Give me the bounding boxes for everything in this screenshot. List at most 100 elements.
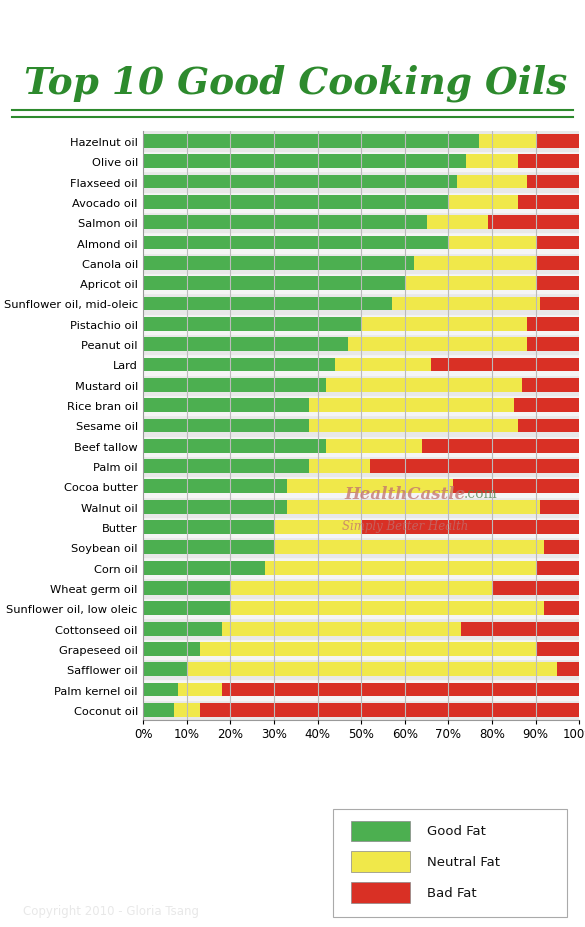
- Bar: [143, 642, 200, 656]
- Bar: [392, 298, 540, 311]
- Bar: [143, 196, 448, 210]
- Bar: [422, 439, 579, 453]
- Text: Simply Better Health: Simply Better Health: [342, 519, 468, 532]
- Bar: [143, 700, 579, 720]
- Bar: [266, 561, 536, 575]
- Bar: [143, 358, 335, 372]
- Text: Bad Fat: Bad Fat: [427, 886, 477, 899]
- Bar: [143, 375, 579, 396]
- Bar: [536, 135, 579, 148]
- Bar: [143, 578, 579, 599]
- Bar: [143, 558, 579, 578]
- Bar: [143, 355, 579, 375]
- Bar: [143, 602, 230, 616]
- Bar: [143, 436, 579, 456]
- Bar: [143, 396, 579, 416]
- Bar: [333, 809, 567, 917]
- Bar: [457, 175, 527, 189]
- Bar: [326, 439, 422, 453]
- Bar: [143, 155, 466, 169]
- Bar: [274, 521, 361, 534]
- Text: GoUnDiet: 50 Small Actions for
Lasting Weight Loss: GoUnDiet: 50 Small Actions for Lasting W…: [23, 835, 265, 865]
- Bar: [426, 216, 488, 230]
- Bar: [143, 273, 579, 294]
- Bar: [287, 480, 453, 494]
- Bar: [143, 659, 579, 679]
- Bar: [287, 501, 540, 514]
- Bar: [143, 679, 579, 700]
- Bar: [351, 820, 410, 842]
- Bar: [143, 419, 309, 433]
- Bar: [143, 639, 579, 659]
- Bar: [544, 602, 579, 616]
- Bar: [479, 135, 536, 148]
- Bar: [143, 517, 579, 538]
- Bar: [527, 318, 579, 331]
- Bar: [536, 236, 579, 250]
- Bar: [540, 501, 579, 514]
- Text: Copyright 2010 - Gloria Tsang: Copyright 2010 - Gloria Tsang: [23, 904, 199, 917]
- Bar: [230, 602, 544, 616]
- Bar: [527, 337, 579, 351]
- Bar: [200, 642, 536, 656]
- Bar: [143, 501, 287, 514]
- Bar: [143, 132, 579, 152]
- Bar: [230, 581, 492, 595]
- Bar: [200, 704, 579, 717]
- Bar: [143, 253, 579, 273]
- Bar: [143, 439, 326, 453]
- Bar: [143, 619, 579, 639]
- Bar: [544, 540, 579, 554]
- Bar: [448, 236, 536, 250]
- Bar: [143, 135, 479, 148]
- Bar: [143, 216, 426, 230]
- Bar: [536, 561, 579, 575]
- Bar: [518, 155, 579, 169]
- Bar: [143, 521, 274, 534]
- Bar: [309, 460, 370, 474]
- Bar: [143, 683, 178, 697]
- Bar: [326, 378, 522, 392]
- Bar: [274, 540, 544, 554]
- Bar: [143, 399, 309, 413]
- Bar: [488, 216, 579, 230]
- Bar: [309, 419, 518, 433]
- Bar: [222, 683, 579, 697]
- Bar: [361, 521, 579, 534]
- Bar: [536, 277, 579, 291]
- Bar: [540, 298, 579, 311]
- Bar: [174, 704, 200, 717]
- Bar: [527, 175, 579, 189]
- Bar: [448, 196, 518, 210]
- Bar: [143, 314, 579, 335]
- Bar: [492, 581, 579, 595]
- Bar: [143, 480, 287, 494]
- Bar: [143, 152, 579, 172]
- Bar: [536, 642, 579, 656]
- Bar: [309, 399, 514, 413]
- Bar: [143, 257, 414, 271]
- Bar: [143, 704, 174, 717]
- Bar: [405, 277, 536, 291]
- Bar: [335, 358, 431, 372]
- Bar: [143, 277, 405, 291]
- Text: Good Fat: Good Fat: [427, 824, 486, 838]
- Bar: [143, 416, 579, 436]
- Bar: [143, 538, 579, 558]
- Bar: [143, 172, 579, 193]
- Bar: [518, 196, 579, 210]
- Bar: [143, 561, 266, 575]
- Bar: [143, 175, 457, 189]
- Bar: [522, 378, 579, 392]
- Bar: [143, 540, 274, 554]
- Bar: [143, 193, 579, 213]
- Text: HealthCastle: HealthCastle: [344, 485, 466, 502]
- Bar: [414, 257, 536, 271]
- Bar: [143, 378, 326, 392]
- Bar: [348, 337, 527, 351]
- Text: Neutral Fat: Neutral Fat: [427, 856, 500, 869]
- Bar: [466, 155, 518, 169]
- Bar: [143, 233, 579, 253]
- Bar: [143, 476, 579, 497]
- Bar: [143, 294, 579, 314]
